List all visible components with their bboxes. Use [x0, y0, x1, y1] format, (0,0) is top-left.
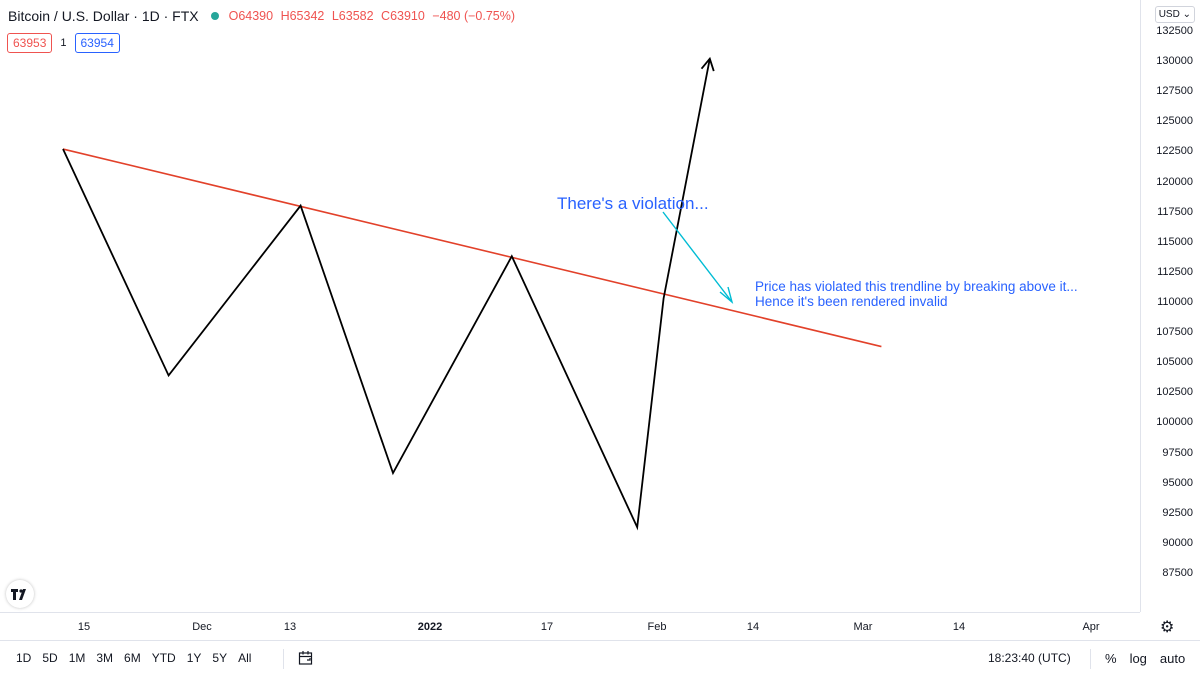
currency-label: USD [1158, 9, 1180, 20]
tradingview-logo-icon[interactable] [6, 580, 34, 608]
calendar-icon[interactable] [298, 650, 314, 671]
price-tick-label: 105000 [1156, 356, 1193, 369]
market-status-icon [210, 12, 219, 20]
range-button-6m[interactable]: 6M [124, 651, 141, 665]
symbol-legend: Bitcoin / U.S. Dollar · 1D · FTX O64390 … [8, 8, 519, 24]
quote-row: 63953 1 63954 [7, 33, 120, 53]
range-button-5d[interactable]: 5D [42, 651, 58, 665]
spread-value: 1 [60, 37, 67, 49]
time-tick-label: Apr [1082, 621, 1100, 633]
price-tick-label: 87500 [1162, 567, 1193, 579]
gear-icon[interactable]: ⚙ [1160, 619, 1175, 636]
time-tick-label: Feb [647, 621, 667, 633]
toolbar-divider [283, 649, 284, 669]
chevron-down-icon: ⌄ [1179, 9, 1191, 20]
time-tick-label: 13 [283, 621, 297, 633]
price-tick-label: 107500 [1156, 326, 1193, 339]
price-path-line[interactable] [62, 58, 711, 531]
ohlc-change: −480 (−0.75%) [432, 9, 516, 23]
price-tick-label: 130000 [1156, 55, 1193, 68]
chart-canvas[interactable]: There's a violation... Price has violate… [0, 0, 1140, 612]
range-button-1y[interactable]: 1Y [186, 651, 202, 665]
price-tick-label: 125000 [1156, 115, 1193, 128]
bottom-toolbar: 1D 5D 1M 3M 6M YTD 1Y 5Y All 18:23:40 (UTC) % log… [0, 640, 1200, 676]
price-tick-label: 110000 [1157, 296, 1193, 308]
price-tick-label: 122500 [1156, 145, 1193, 158]
price-arrowhead [700, 56, 715, 72]
utc-clock[interactable]: 18:23:40 (UTC) [988, 651, 1071, 665]
price-tick-label: 117500 [1157, 205, 1193, 218]
time-tick-label: 17 [540, 621, 554, 633]
symbol-title[interactable]: Bitcoin / U.S. Dollar · 1D · FTX [8, 8, 199, 24]
chart-pane[interactable]: There's a violation... Price has violate… [0, 0, 1140, 612]
price-tick-label: 115000 [1157, 235, 1193, 248]
scale-options: % log auto [1105, 651, 1185, 666]
price-tick-label: 100000 [1156, 416, 1193, 429]
price-tick-label: 127500 [1156, 85, 1193, 98]
time-tick-label: Mar [853, 621, 873, 633]
time-tick-label: Dec [192, 621, 212, 633]
price-tick-label: 90000 [1162, 536, 1193, 549]
price-tick-label: 95000 [1162, 476, 1193, 489]
price-tick-label: 97500 [1162, 446, 1193, 459]
price-axis[interactable]: USD ⌄ 132500 130000 127500 125000 122500 1200… [1140, 0, 1200, 612]
trendline[interactable] [62, 148, 882, 348]
ohlc-close: C63910 [381, 9, 425, 23]
price-tick-label: 92500 [1162, 506, 1193, 519]
range-button-3m[interactable]: 3M [96, 651, 114, 665]
range-button-ytd[interactable]: YTD [151, 651, 176, 665]
range-button-1m[interactable]: 1M [68, 651, 86, 665]
price-tick-label: 102500 [1156, 386, 1193, 399]
violation-callout[interactable]: There's a violation... [557, 194, 709, 213]
ask-price-button[interactable]: 63954 [74, 33, 120, 53]
ohlc-low: L63582 [331, 9, 374, 23]
ohlc-high: H65342 [280, 9, 325, 23]
time-tick-label: 14 [746, 621, 760, 633]
time-tick-label: 15 [77, 621, 91, 633]
range-button-5y[interactable]: 5Y [212, 651, 228, 665]
scale-option-percent[interactable]: % [1105, 651, 1117, 666]
bid-price-button[interactable]: 63953 [7, 33, 53, 53]
time-tick-label: 2022 [417, 621, 443, 633]
time-axis[interactable]: 15 Dec 13 2022 17 Feb 14 Mar 14 Apr [0, 612, 1140, 641]
ohlc-open: O64390 [228, 9, 274, 23]
toolbar-divider [1090, 649, 1091, 669]
ohlc-values: O64390 H65342 L63582 C63910 −480 (−0.75%… [229, 9, 519, 23]
date-range-buttons: 1D 5D 1M 3M 6M YTD 1Y 5Y All [16, 651, 251, 665]
callout-arrowhead [719, 286, 734, 304]
price-tick-label: 120000 [1156, 175, 1193, 188]
callout-arrow [662, 211, 733, 303]
currency-selector[interactable]: USD ⌄ [1154, 6, 1195, 23]
time-tick-label: 14 [952, 621, 966, 633]
violation-note-line1[interactable]: Price has violated this trendline by bre… [755, 279, 1078, 294]
range-button-1d[interactable]: 1D [16, 651, 32, 665]
price-tick-label: 132500 [1156, 25, 1193, 37]
price-tick-label: 112500 [1157, 265, 1193, 278]
scale-option-auto[interactable]: auto [1159, 651, 1186, 666]
range-button-all[interactable]: All [238, 651, 252, 665]
scale-option-log[interactable]: log [1129, 651, 1147, 666]
violation-note-line2[interactable]: Hence it's been rendered invalid [755, 294, 947, 309]
